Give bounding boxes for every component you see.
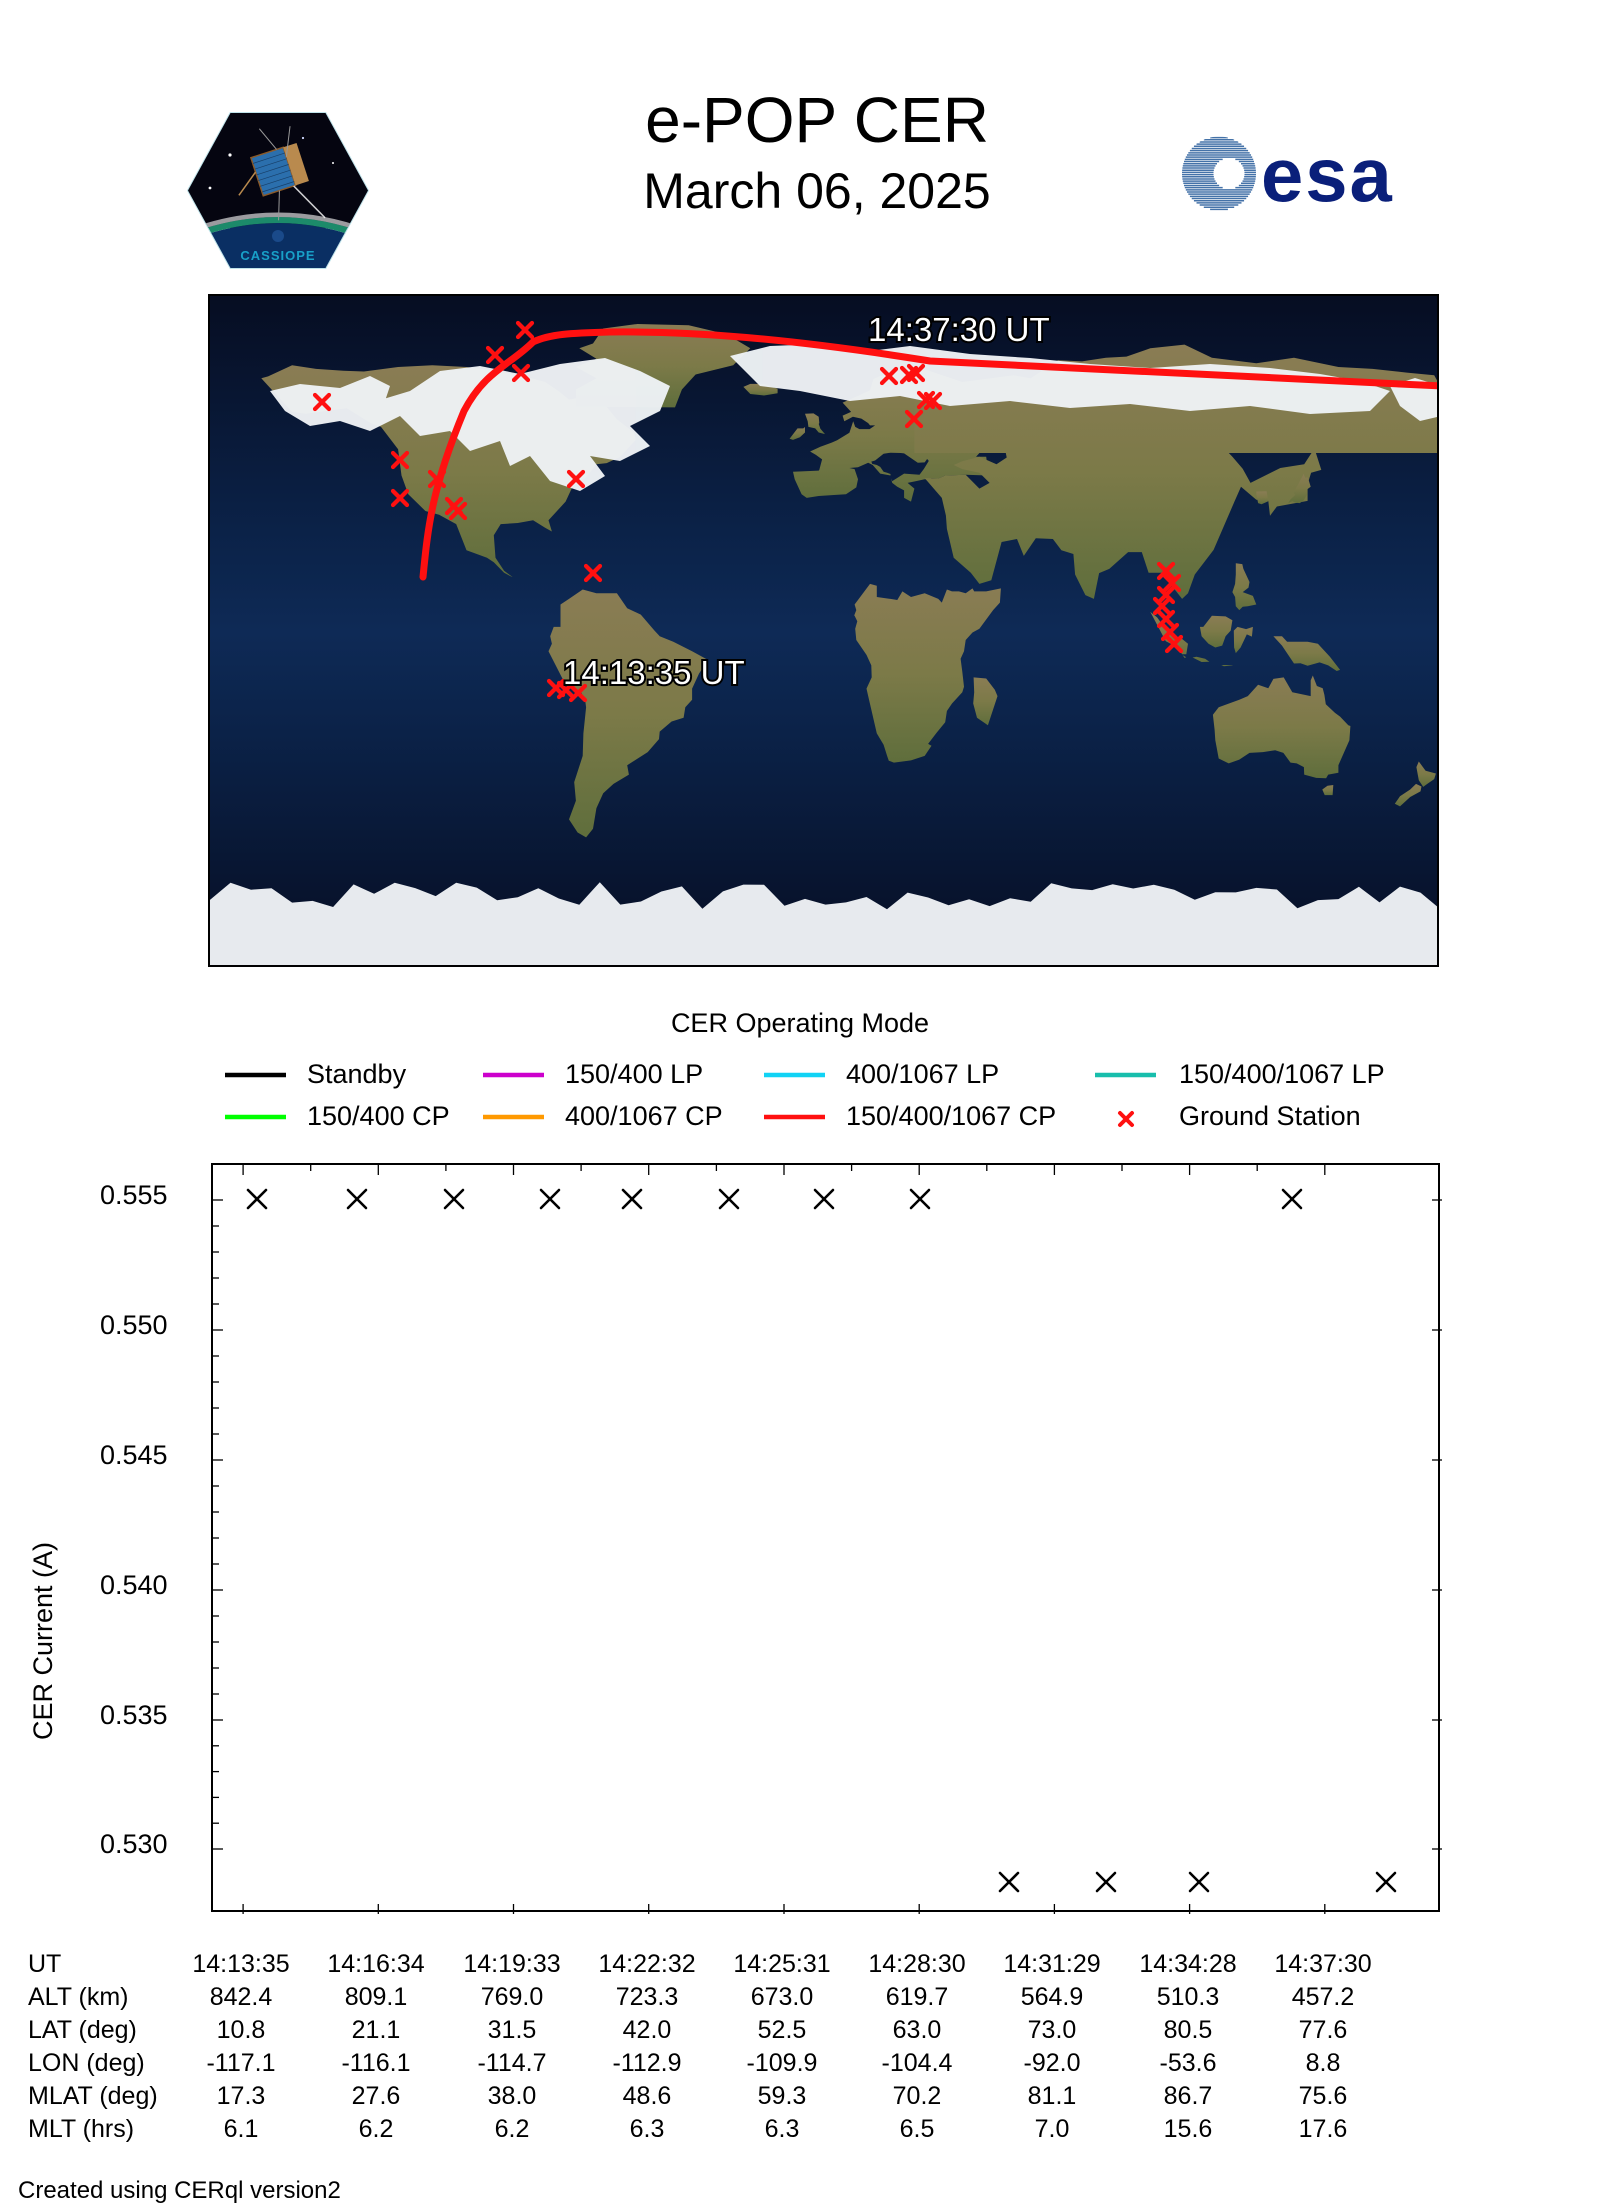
svg-text:14:13:35 UT: 14:13:35 UT (563, 654, 745, 691)
svg-text:CASSIOPE: CASSIOPE (240, 248, 315, 263)
svg-text:esa: esa (1261, 134, 1394, 219)
svg-text:14:37:30 UT: 14:37:30 UT (868, 311, 1050, 348)
